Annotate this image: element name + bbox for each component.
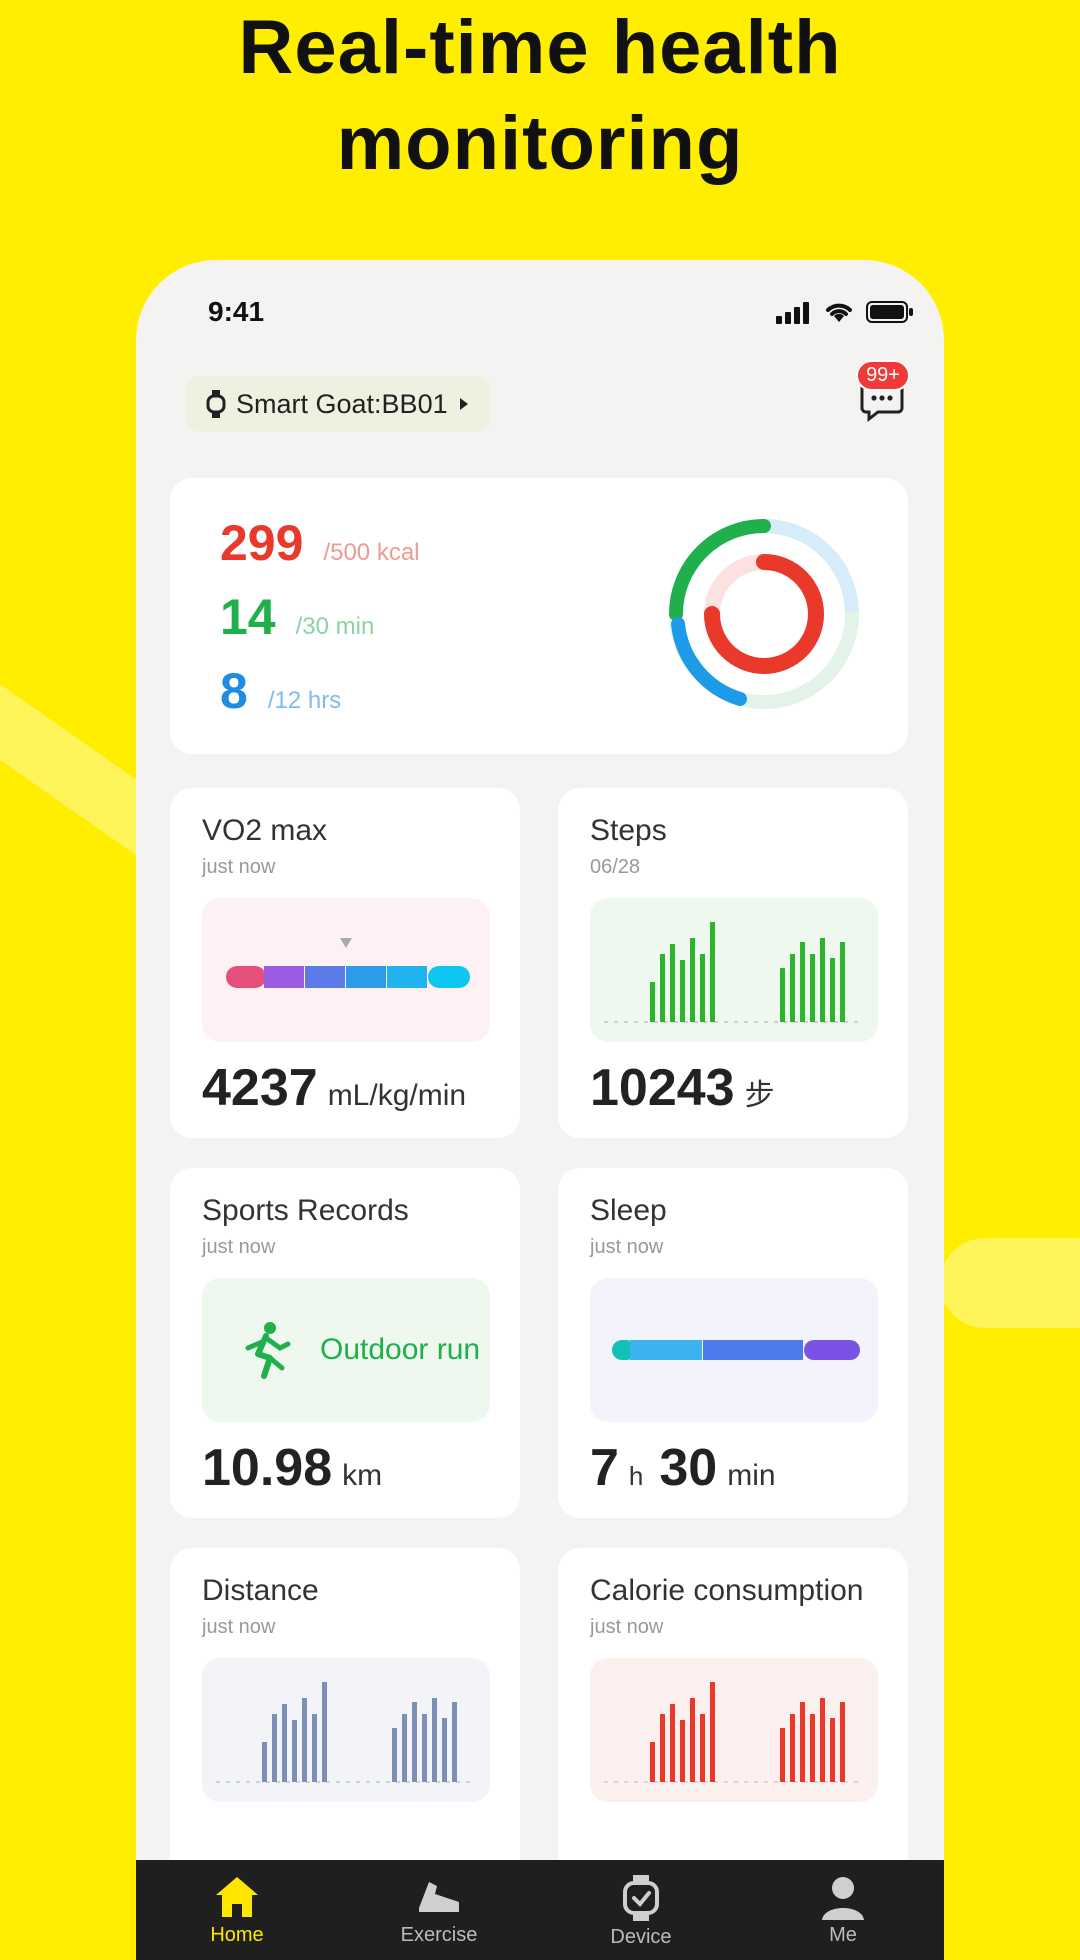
sports-activity-panel: Outdoor run — [202, 1278, 490, 1422]
stand-goal: /12 hrs — [267, 687, 342, 714]
tab-device-label: Device — [610, 1926, 672, 1948]
steps-card[interactable]: Steps 06/28 10243 步 — [558, 788, 908, 1138]
distance-chart — [202, 1658, 490, 1802]
distance-card[interactable]: Distance just now — [170, 1548, 520, 1898]
home-icon — [216, 1877, 258, 1917]
vo2-subtitle: just now — [202, 856, 276, 878]
sleep-subtitle: just now — [590, 1236, 664, 1258]
sports-subtitle: just now — [202, 1236, 276, 1258]
tab-home-label: Home — [210, 1924, 264, 1946]
stand-stat: 8 /12 hrs — [220, 662, 341, 720]
sneaker-icon — [419, 1882, 459, 1912]
watch-check-icon — [623, 1875, 659, 1921]
battery-icon — [866, 301, 913, 323]
vo2-chart — [202, 898, 490, 1042]
device-name: Smart Goat:BB01 — [236, 388, 448, 419]
sports-records-card[interactable]: Sports Records just now Outdoor run 10.9… — [170, 1168, 520, 1518]
user-icon — [822, 1877, 864, 1920]
status-bar: 9:41 — [136, 296, 944, 336]
tab-me[interactable]: Me — [742, 1860, 944, 1960]
steps-unit: 步 — [744, 1079, 775, 1112]
stand-value: 8 — [220, 663, 248, 719]
running-icon — [245, 1322, 291, 1379]
sports-title: Sports Records — [202, 1194, 409, 1227]
sleep-minutes: 30 — [659, 1439, 718, 1497]
calorie-consumption-card[interactable]: Calorie consumption just now — [558, 1548, 908, 1898]
activity-rings-card[interactable]: 299 /500 kcal 14 /30 min 8 /12 hrs — [170, 478, 908, 754]
sports-value-row: 10.98 km — [202, 1438, 382, 1498]
headline-line-1: Real-time health — [238, 5, 842, 90]
headline-line-2: monitoring — [336, 101, 744, 186]
calorie-title: Calorie consumption — [590, 1574, 864, 1607]
activity-rings-chart — [669, 519, 859, 709]
sports-unit: km — [342, 1459, 383, 1492]
sports-value: 10.98 — [202, 1439, 333, 1497]
tab-device[interactable]: Device — [540, 1860, 742, 1960]
calories-stat: 299 /500 kcal — [220, 514, 420, 572]
background-stripe-right — [940, 1238, 1080, 1328]
tab-exercise[interactable]: Exercise — [338, 1860, 540, 1960]
status-time: 9:41 — [208, 296, 265, 327]
sleep-value-row: 7 h 30 min — [590, 1438, 776, 1498]
vo2-unit: mL/kg/min — [327, 1079, 467, 1112]
vo2-value: 4237 — [202, 1059, 318, 1117]
status-icons — [776, 300, 914, 324]
bottom-tab-bar: Home Exercise Device Me — [136, 1860, 944, 1960]
vo2-max-card[interactable]: VO2 max just now 4237 mL/kg/min — [170, 788, 520, 1138]
wifi-icon — [826, 303, 852, 322]
calories-value: 299 — [220, 515, 304, 571]
calorie-subtitle: just now — [590, 1616, 664, 1638]
steps-subtitle: 06/28 — [590, 856, 641, 878]
exercise-ring — [669, 519, 771, 621]
exercise-value: 14 — [220, 589, 276, 645]
sleep-chart — [590, 1278, 878, 1422]
tab-exercise-label: Exercise — [400, 1924, 478, 1946]
exercise-goal: /30 min — [295, 613, 375, 640]
headline: Real-time health monitoring — [0, 0, 1080, 192]
sleep-minutes-unit: min — [727, 1459, 776, 1492]
steps-value-row: 10243 步 — [590, 1058, 775, 1118]
distance-title: Distance — [202, 1574, 319, 1607]
watch-icon — [206, 390, 226, 418]
stand-ring — [671, 617, 747, 706]
steps-chart — [590, 898, 878, 1042]
sleep-hours-unit: h — [628, 1461, 644, 1491]
device-selector[interactable]: Smart Goat:BB01 — [186, 376, 490, 432]
tab-home[interactable]: Home — [136, 1860, 338, 1960]
calorie-chart — [590, 1658, 878, 1802]
distance-subtitle: just now — [202, 1616, 276, 1638]
steps-title: Steps — [590, 814, 667, 847]
sleep-title: Sleep — [590, 1194, 667, 1227]
calories-ring — [704, 554, 824, 674]
caret-right-icon — [459, 398, 468, 410]
calories-goal: /500 kcal — [323, 539, 420, 566]
message-count-badge: 99+ — [856, 360, 910, 391]
vo2-value-row: 4237 mL/kg/min — [202, 1058, 466, 1118]
phone-screen: 9:41 Smart Goat: — [136, 260, 944, 1960]
vo2-title: VO2 max — [202, 814, 328, 847]
sleep-hours: 7 — [590, 1439, 619, 1497]
tab-me-label: Me — [829, 1924, 857, 1946]
signal-icon — [776, 302, 809, 324]
exercise-stat: 14 /30 min — [220, 588, 374, 646]
messages-button[interactable]: 99+ — [856, 360, 910, 427]
sports-activity-label: Outdoor run — [320, 1333, 481, 1366]
sleep-card[interactable]: Sleep just now 7 h 30 min — [558, 1168, 908, 1518]
steps-value: 10243 — [590, 1059, 735, 1117]
